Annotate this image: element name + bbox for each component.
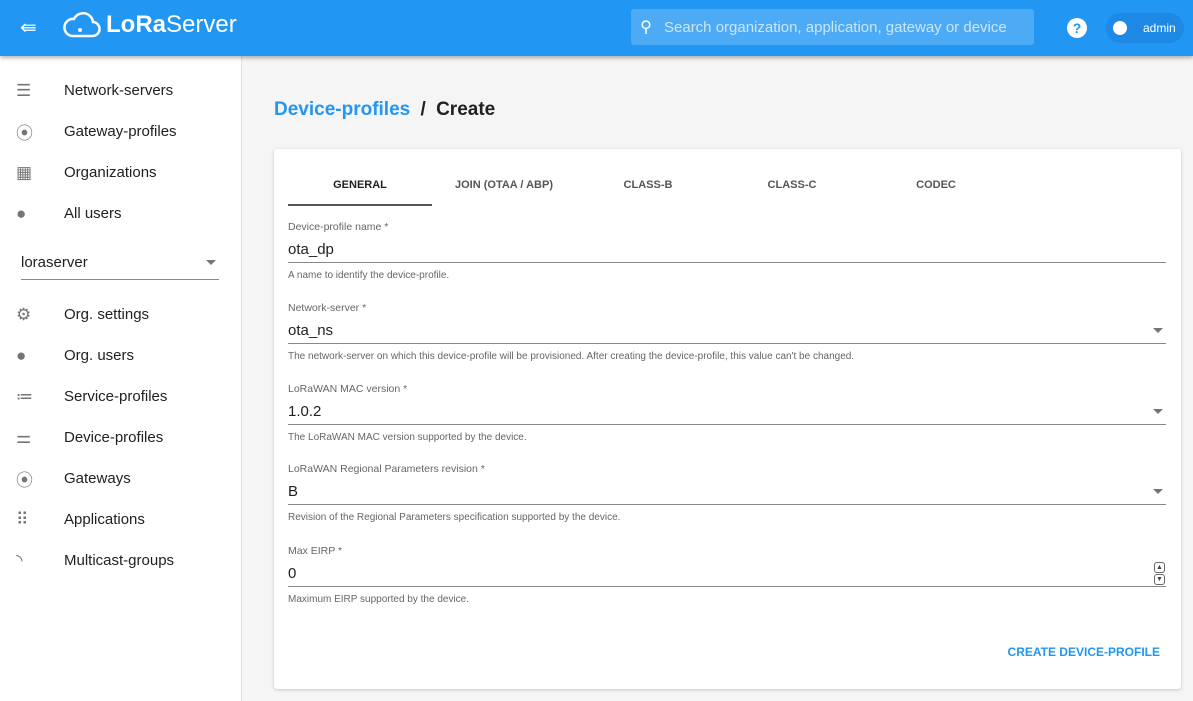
sidebar-item-org-users[interactable]: ● Org. users bbox=[0, 335, 241, 376]
chevron-down-icon bbox=[1153, 489, 1163, 494]
gear-icon: ⚙ bbox=[16, 304, 32, 324]
field-help: The LoRaWAN MAC version supported by the… bbox=[288, 432, 527, 443]
mac-version-select[interactable]: 1.0.2 bbox=[288, 395, 1166, 425]
increment-icon[interactable]: ▲ bbox=[1154, 562, 1165, 573]
regional-params-select[interactable]: B bbox=[288, 475, 1166, 505]
cloud-logo-icon bbox=[63, 12, 101, 38]
field-help: The network-server on which this device-… bbox=[288, 351, 855, 362]
sidebar-item-org-settings[interactable]: ⚙ Org. settings bbox=[0, 294, 241, 335]
nav-label: Org. settings bbox=[64, 306, 150, 323]
nav-label: All users bbox=[64, 205, 122, 222]
network-server-select[interactable]: ota_ns bbox=[288, 314, 1166, 344]
field-help: Revision of the Regional Parameters spec… bbox=[288, 512, 621, 523]
nav-label: Org. users bbox=[64, 347, 135, 364]
field-value: 1.0.2 bbox=[288, 403, 322, 420]
antenna-icon: ⦿ bbox=[16, 471, 33, 490]
nav-label: Applications bbox=[64, 511, 145, 528]
breadcrumb-device-profiles-link[interactable]: Device-profiles bbox=[274, 99, 411, 120]
field-value: ota_dp bbox=[288, 241, 334, 258]
sidebar-item-multicast-groups[interactable]: ◝ Multicast-groups bbox=[0, 540, 241, 581]
organization-select[interactable]: loraserver bbox=[21, 246, 219, 280]
tab-bar: GENERAL JOIN (OTAA / ABP) CLASS-B CLASS-… bbox=[288, 166, 1008, 206]
nav-label: Network-servers bbox=[64, 82, 174, 99]
search-icon: ⚲ bbox=[640, 19, 652, 36]
create-device-profile-button[interactable]: CREATE DEVICE-PROFILE bbox=[1007, 645, 1160, 659]
nav-label: Device-profiles bbox=[64, 429, 164, 446]
sidebar: ☰ Network-servers ⦿ Gateway-profiles ▦ Orga… bbox=[0, 56, 242, 701]
person-icon: ● bbox=[16, 203, 27, 223]
chevron-down-icon bbox=[1153, 409, 1163, 414]
sidebar-item-network-servers[interactable]: ☰ Network-servers bbox=[0, 70, 241, 111]
logo-text: Server bbox=[166, 11, 237, 38]
main-content: Device-profiles / Create GENERAL JOIN (O… bbox=[243, 56, 1193, 701]
username: admin bbox=[1143, 21, 1176, 35]
building-icon: ▦ bbox=[16, 162, 33, 182]
account-icon bbox=[1113, 21, 1127, 35]
user-menu-button[interactable]: admin bbox=[1106, 13, 1184, 43]
breadcrumb-separator: / bbox=[420, 99, 426, 120]
max-eirp-field: Max EIRP * 0 ▲ ▼ Maximum EIRP supported b… bbox=[288, 545, 1166, 605]
nav-label: Gateway-profiles bbox=[64, 123, 177, 140]
field-value: 0 bbox=[288, 565, 297, 582]
tab-class-c[interactable]: CLASS-C bbox=[767, 179, 817, 191]
field-label: LoRaWAN Regional Parameters revision * bbox=[288, 463, 485, 475]
tab-class-b[interactable]: CLASS-B bbox=[623, 179, 673, 191]
server-icon: ☰ bbox=[16, 80, 32, 100]
tab-join[interactable]: JOIN (OTAA / ABP) bbox=[455, 179, 553, 191]
sidebar-item-service-profiles[interactable]: ≔ Service-profiles bbox=[0, 376, 241, 417]
search-input[interactable] bbox=[661, 18, 1021, 36]
sidebar-item-organizations[interactable]: ▦ Organizations bbox=[0, 152, 241, 193]
tab-general[interactable]: GENERAL bbox=[288, 166, 432, 206]
sidebar-item-gateway-profiles[interactable]: ⦿ Gateway-profiles bbox=[0, 111, 241, 152]
field-value: B bbox=[288, 483, 299, 500]
field-label: Max EIRP * bbox=[288, 545, 343, 557]
network-server-field: Network-server * ota_ns The network-serv… bbox=[288, 302, 1166, 362]
max-eirp-input[interactable]: 0 ▲ ▼ bbox=[288, 557, 1166, 587]
nav-label: Gateways bbox=[64, 470, 131, 487]
tune-icon: ⚌ bbox=[16, 427, 32, 447]
service-list-icon: ≔ bbox=[16, 386, 33, 406]
field-label: Device-profile name * bbox=[288, 221, 389, 233]
antenna-icon: ⦿ bbox=[16, 124, 33, 143]
sidebar-item-applications[interactable]: ⠿ Applications bbox=[0, 499, 241, 540]
sidebar-item-gateways[interactable]: ⦿ Gateways bbox=[0, 458, 241, 499]
nav-label: Organizations bbox=[64, 164, 157, 181]
chevron-down-icon bbox=[1153, 328, 1163, 333]
person-icon: ● bbox=[16, 345, 27, 365]
rss-icon: ◝ bbox=[16, 550, 23, 570]
breadcrumb: Device-profiles / Create bbox=[274, 99, 495, 121]
field-help: Maximum EIRP supported by the device. bbox=[288, 594, 470, 605]
field-value: ota_ns bbox=[288, 322, 334, 339]
number-stepper[interactable]: ▲ ▼ bbox=[1154, 562, 1165, 585]
chevron-down-icon bbox=[206, 260, 216, 265]
regional-params-field: LoRaWAN Regional Parameters revision * B… bbox=[288, 463, 1166, 523]
device-profile-name-field: Device-profile name * ota_dp A name to i… bbox=[288, 221, 1166, 281]
breadcrumb-current: Create bbox=[436, 99, 496, 120]
nav-label: Multicast-groups bbox=[64, 552, 175, 569]
sidebar-item-device-profiles[interactable]: ⚌ Device-profiles bbox=[0, 417, 241, 458]
sidebar-item-all-users[interactable]: ● All users bbox=[0, 193, 241, 234]
mac-version-field: LoRaWAN MAC version * 1.0.2 The LoRaWAN … bbox=[288, 383, 1166, 443]
menu-collapse-icon[interactable]: ⇚ bbox=[20, 17, 37, 39]
field-help: A name to identify the device-profile. bbox=[288, 270, 450, 281]
logo-text-bold: LoRa bbox=[106, 11, 166, 38]
logo[interactable]: LoRa Server bbox=[62, 10, 237, 40]
field-label: LoRaWAN MAC version * bbox=[288, 383, 408, 395]
search-box[interactable]: ⚲ bbox=[631, 9, 1034, 45]
tab-codec[interactable]: CODEC bbox=[916, 179, 956, 191]
device-profile-name-input[interactable]: ota_dp bbox=[288, 233, 1166, 263]
nav-label: Service-profiles bbox=[64, 388, 168, 405]
device-profile-form: GENERAL JOIN (OTAA / ABP) CLASS-B CLASS-… bbox=[274, 149, 1181, 689]
help-icon[interactable]: ? bbox=[1067, 18, 1087, 38]
apps-icon: ⠿ bbox=[16, 509, 29, 529]
org-selected: loraserver bbox=[21, 254, 88, 271]
decrement-icon[interactable]: ▼ bbox=[1154, 574, 1165, 585]
field-label: Network-server * bbox=[288, 302, 367, 314]
